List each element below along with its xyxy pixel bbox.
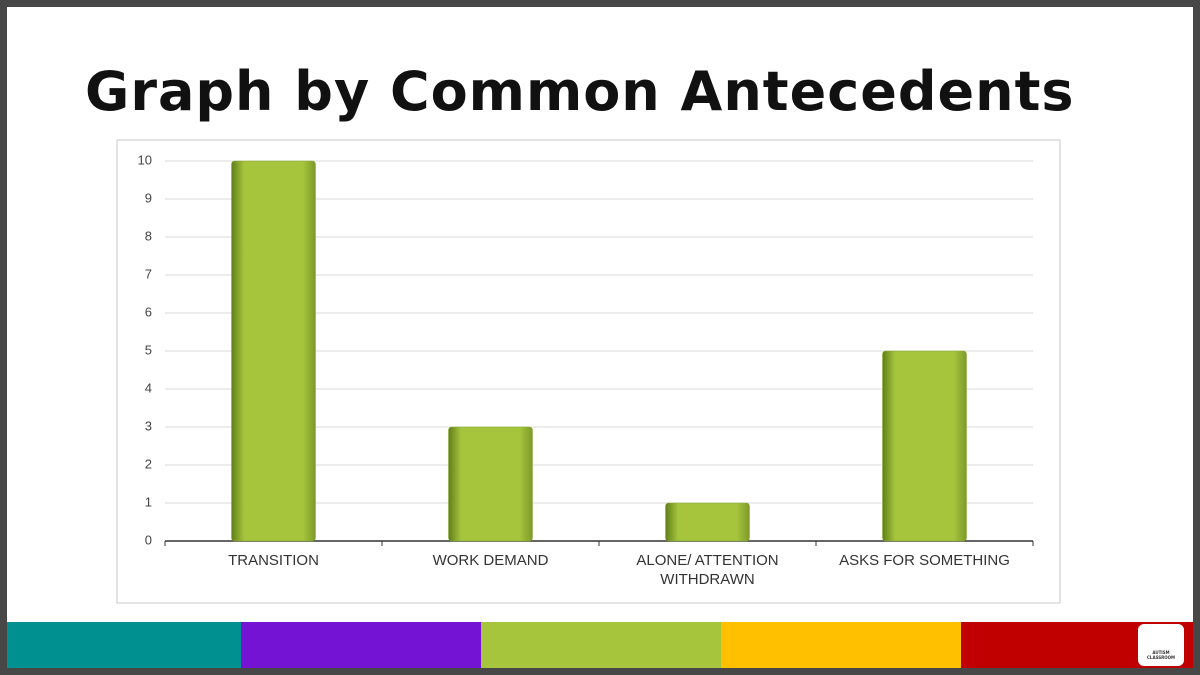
y-tick-label: 1 — [145, 494, 152, 509]
stripe — [481, 622, 721, 668]
x-tick-label: WORK DEMAND — [432, 552, 549, 569]
x-tick-label: TRANSITION — [228, 552, 319, 569]
bar — [882, 350, 967, 542]
y-tick-label: 2 — [145, 456, 152, 471]
y-tick-label: 9 — [145, 190, 152, 205]
y-tick-label: 4 — [145, 380, 152, 395]
y-tick-label: 10 — [138, 152, 152, 167]
y-tick-label: 5 — [145, 342, 152, 357]
y-tick-label: 3 — [145, 418, 152, 433]
logo-text: AUTISM CLASSROOM — [1146, 650, 1176, 660]
y-tick-label: 0 — [145, 532, 152, 547]
stripe — [241, 622, 481, 668]
x-tick-label: ALONE/ ATTENTION WITHDRAWN — [636, 552, 779, 588]
y-tick-label: 8 — [145, 228, 152, 243]
y-tick-label: 6 — [145, 304, 152, 319]
stripe — [721, 622, 961, 668]
x-tick-label: ASKS FOR SOMETHING — [839, 552, 1010, 569]
logo — [1138, 624, 1184, 666]
bar — [231, 160, 316, 542]
y-tick-label: 7 — [145, 266, 152, 281]
bar — [448, 426, 533, 542]
bar — [665, 502, 750, 542]
chart-title: Graph by Common Antecedents — [85, 60, 1075, 123]
stripe — [7, 622, 241, 668]
